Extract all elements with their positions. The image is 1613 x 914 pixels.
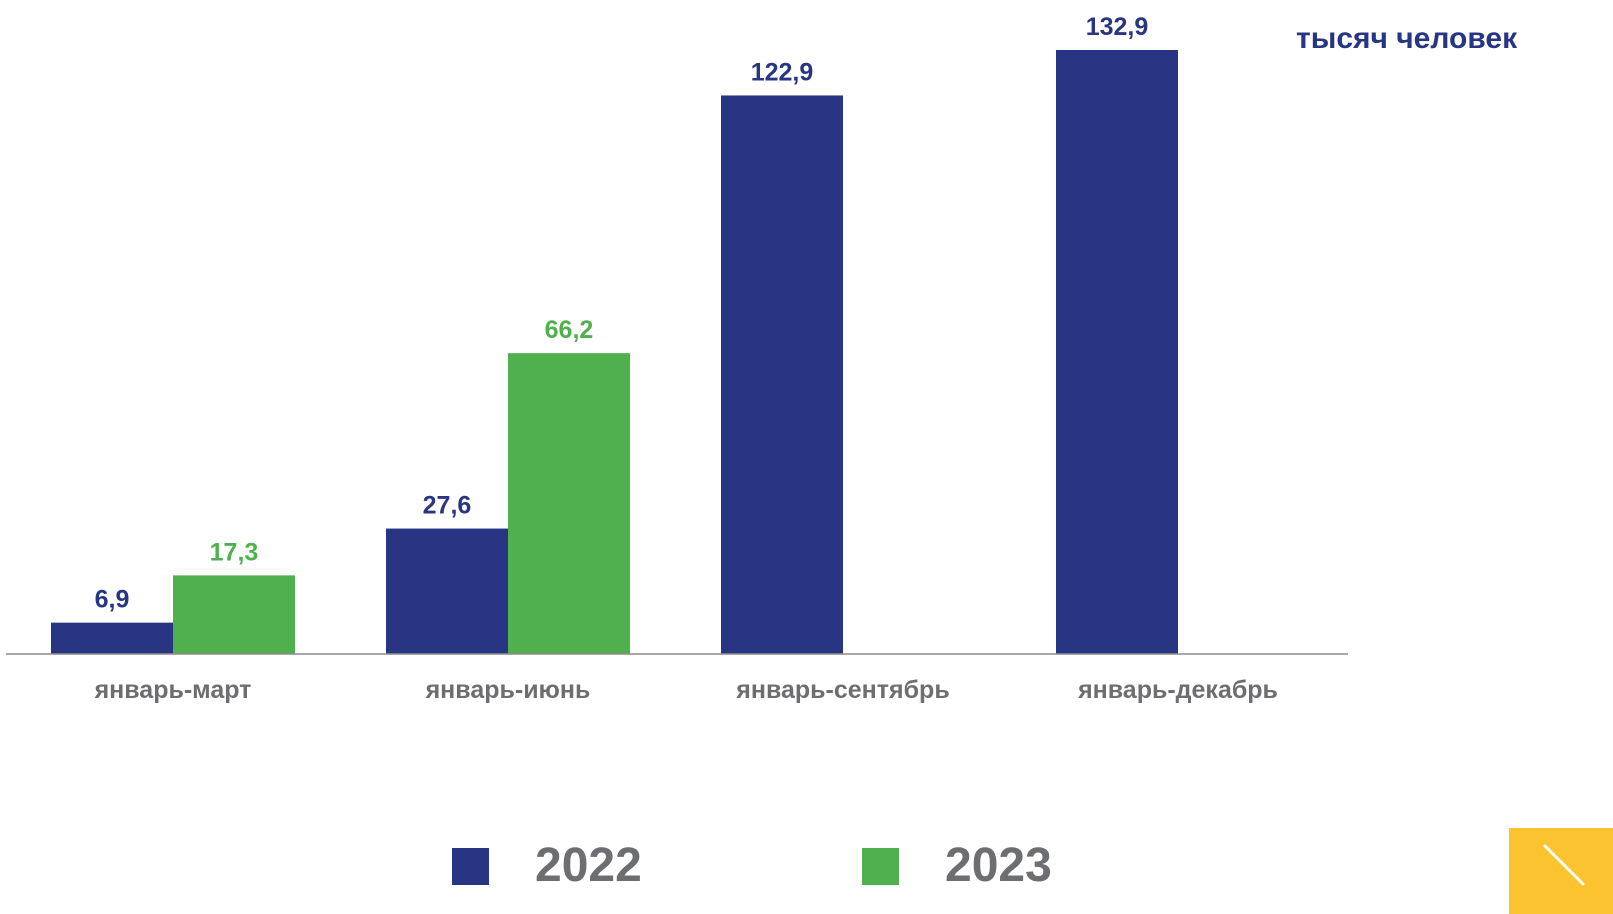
legend-swatch-2022 — [452, 847, 489, 885]
category-label-2: январь-июнь — [425, 676, 591, 704]
category-labels-layer: январь-март январь-июнь январь-сентябрь янв… — [94, 676, 1278, 704]
bar-2022-2 — [386, 528, 508, 654]
bar-2023-2 — [508, 353, 630, 654]
value-label-2022-3: 122,9 — [751, 58, 814, 86]
value-label-2022-1: 6,9 — [95, 586, 130, 614]
legend-item-2023: 2023 — [862, 838, 1052, 894]
legend-label-2022: 2022 — [535, 839, 642, 892]
category-label-1: январь-март — [94, 676, 252, 704]
bar-2023-1 — [173, 575, 295, 654]
legend-item-2022: 2022 — [452, 838, 642, 894]
value-label-2022-2: 27,6 — [423, 492, 472, 520]
unit-label: тысяч человек — [1296, 22, 1518, 55]
bar-2022-3 — [721, 95, 843, 655]
legend-label-2023: 2023 — [945, 839, 1052, 892]
bars-layer — [51, 50, 1178, 655]
bar-2022-1 — [51, 622, 173, 654]
bar-2022-4 — [1056, 50, 1178, 654]
value-label-2023-1: 17,3 — [210, 538, 259, 566]
value-label-2022-4: 132,9 — [1086, 13, 1149, 41]
value-labels-layer: 6,9 17,3 27,6 66,2 122,9 132,9 — [95, 13, 1149, 614]
category-label-4: январь-декабрь — [1077, 676, 1278, 704]
legend-swatch-2023 — [862, 847, 899, 885]
corner-badge — [1509, 828, 1613, 914]
category-label-3: январь-сентябрь — [735, 676, 949, 704]
arrow-down-right-icon — [1543, 844, 1585, 886]
value-label-2023-2: 66,2 — [545, 316, 594, 344]
